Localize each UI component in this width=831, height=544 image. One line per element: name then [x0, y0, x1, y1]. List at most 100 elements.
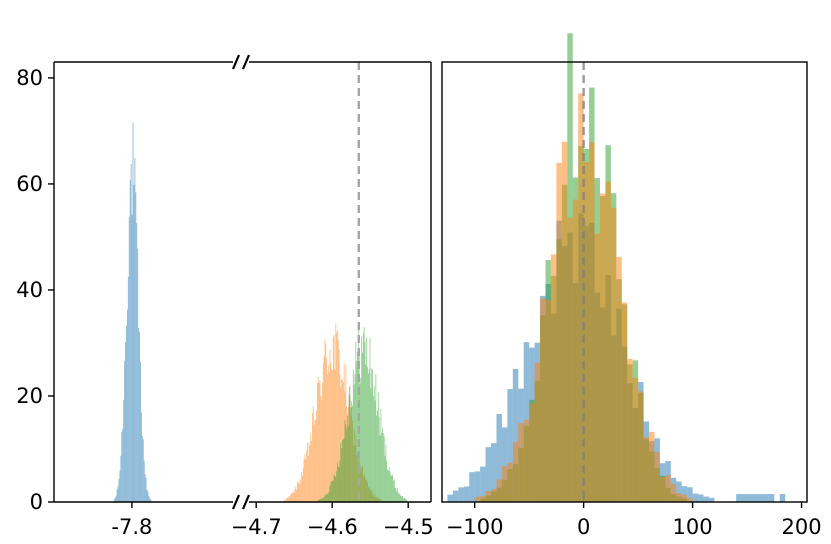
histogram-bar: [307, 456, 309, 502]
histogram-bar: [300, 479, 302, 502]
histogram-bar: [550, 254, 557, 502]
x-tick-label: 100: [673, 515, 713, 539]
histogram-bar: [385, 444, 387, 502]
histogram-bar: [352, 369, 354, 502]
histogram-bar: [147, 491, 149, 502]
histogram-bar: [353, 384, 355, 502]
y-tick-label: 40: [16, 278, 43, 302]
histogram-bar: [140, 361, 141, 502]
histogram-bar: [400, 495, 402, 502]
histogram-bar: [308, 442, 310, 502]
histogram-bar: [507, 462, 513, 502]
histogram-bar: [316, 410, 317, 502]
blue-series: [113, 122, 152, 503]
histogram-bar: [491, 443, 497, 502]
histogram-bar: [638, 391, 644, 502]
histogram-bar: [518, 423, 524, 502]
histogram-bar: [289, 496, 291, 502]
histogram-bar: [139, 331, 141, 502]
histogram-bar: [340, 443, 342, 502]
histogram-bar: [313, 424, 315, 502]
histogram-bar: [314, 419, 316, 502]
histogram-bar: [687, 498, 693, 502]
histogram-bar: [323, 355, 325, 502]
histogram-bar: [388, 467, 390, 502]
y-tick-label: 20: [16, 384, 43, 408]
histogram-bar: [375, 373, 377, 502]
histogram-bar: [399, 494, 401, 502]
histogram-bar: [348, 394, 350, 502]
histogram-bar: [741, 494, 748, 502]
histogram-bar: [474, 496, 481, 502]
histogram-bar: [621, 302, 628, 502]
histogram-bar: [362, 333, 364, 502]
histogram-bar: [345, 424, 347, 502]
histogram-bar: [331, 480, 333, 502]
histogram-bar: [326, 493, 327, 502]
histogram-bar: [338, 467, 340, 502]
histogram-bar: [134, 158, 136, 502]
histogram-bar: [599, 193, 606, 502]
histogram-bar: [698, 494, 704, 502]
histogram-bar: [469, 472, 475, 502]
histogram-bar: [315, 419, 317, 502]
histogram-bar: [501, 427, 508, 502]
histogram-bar: [342, 439, 344, 502]
histogram-bar: [302, 468, 304, 502]
histogram-bar: [326, 358, 328, 502]
histogram-bar: [285, 499, 287, 502]
histogram-bar: [768, 494, 775, 502]
histogram-bar: [128, 217, 130, 502]
histogram-bar: [512, 368, 519, 502]
histogram-bar: [292, 490, 294, 502]
histogram-bar: [117, 486, 119, 502]
histogram-bar: [338, 349, 340, 502]
histogram-bar: [381, 433, 383, 502]
histogram-bar: [337, 466, 339, 502]
right-histogram-panel: −100 0 100 200: [441, 33, 822, 539]
histogram-bar: [779, 494, 786, 502]
histogram-bar: [118, 478, 120, 502]
histogram-bar: [703, 496, 709, 502]
histogram-bar: [379, 435, 381, 502]
histogram-bar: [350, 407, 352, 502]
histogram-bar: [126, 309, 128, 502]
histogram-bar: [361, 336, 363, 502]
histogram-bar: [396, 491, 398, 502]
histogram-bar: [334, 475, 336, 502]
histogram-bar: [322, 382, 323, 502]
histogram-bar: [337, 340, 339, 502]
x-tick-label: −4.6: [307, 515, 358, 539]
histogram-bar: [572, 199, 579, 502]
histogram-bar: [670, 483, 677, 502]
histogram-bar: [452, 490, 459, 502]
histogram-bar: [125, 325, 127, 502]
histogram-bar: [616, 257, 622, 502]
histogram-bar: [335, 477, 337, 502]
histogram-bar: [336, 462, 338, 502]
histogram-bar: [334, 369, 336, 502]
histogram-bar: [341, 448, 343, 502]
histogram-bar: [119, 470, 121, 502]
histogram-bar: [507, 389, 513, 502]
histogram-bar: [405, 499, 407, 502]
histogram-bar: [327, 493, 329, 502]
histogram-bar: [325, 495, 327, 502]
axis-break-mark: [241, 494, 251, 510]
histogram-bar: [676, 492, 682, 502]
histogram-bar: [363, 327, 365, 502]
histogram-bar: [132, 122, 134, 503]
histogram-bar: [406, 499, 408, 502]
x-tick-label: −4.7: [231, 515, 282, 539]
histogram-bar: [141, 436, 143, 502]
histogram-bar: [140, 412, 142, 502]
histogram-bar: [480, 466, 486, 502]
histogram-bar: [676, 481, 682, 502]
orange-series: [474, 93, 693, 503]
histogram-bar: [145, 477, 147, 502]
histogram-bar: [291, 493, 293, 502]
histogram-bar: [299, 483, 301, 502]
histogram-bar: [681, 494, 688, 502]
histogram-bar: [367, 373, 369, 502]
